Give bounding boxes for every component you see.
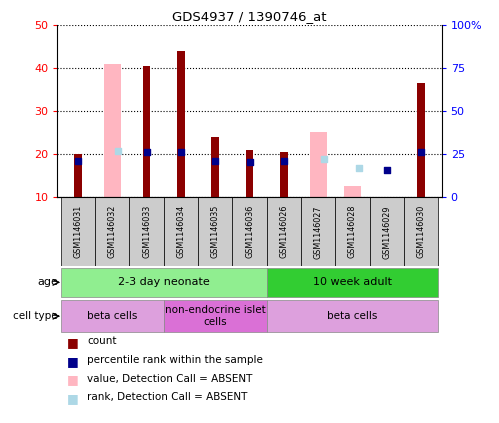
Bar (246, 150, 253, 197)
Text: ■: ■ (66, 336, 78, 349)
Bar (74, 154, 82, 197)
Bar (61, 197, 95, 266)
Bar (143, 66, 150, 197)
Text: ■: ■ (66, 392, 78, 405)
Text: cell type: cell type (13, 311, 58, 321)
Bar (417, 83, 425, 197)
Bar (95, 197, 129, 266)
Text: ■: ■ (66, 374, 78, 387)
Text: rank, Detection Call = ABSENT: rank, Detection Call = ABSENT (87, 392, 248, 402)
Text: percentile rank within the sample: percentile rank within the sample (87, 355, 263, 365)
Bar (61, 300, 164, 332)
Point (280, 157, 288, 164)
Bar (266, 197, 301, 266)
Point (355, 164, 363, 171)
Text: GSM1146032: GSM1146032 (108, 205, 117, 258)
Bar (198, 197, 233, 266)
Text: ■: ■ (66, 355, 78, 368)
Bar (233, 197, 266, 266)
Text: value, Detection Call = ABSENT: value, Detection Call = ABSENT (87, 374, 252, 384)
Text: GSM1146030: GSM1146030 (417, 205, 426, 258)
Point (383, 167, 391, 173)
Text: GSM1146033: GSM1146033 (142, 205, 151, 258)
Point (246, 159, 253, 166)
Text: GSM1146027: GSM1146027 (313, 205, 323, 258)
Text: beta cells: beta cells (87, 311, 137, 321)
Text: GSM1146035: GSM1146035 (211, 205, 220, 258)
Text: GSM1146028: GSM1146028 (348, 205, 357, 258)
Text: non-endocrine islet
cells: non-endocrine islet cells (165, 305, 265, 327)
Bar (212, 137, 219, 197)
Point (320, 156, 328, 162)
Text: GSM1146034: GSM1146034 (176, 205, 186, 258)
Bar (370, 197, 404, 266)
Bar (266, 300, 438, 332)
Bar (164, 197, 198, 266)
Text: GSM1146036: GSM1146036 (245, 205, 254, 258)
Text: age: age (37, 277, 58, 287)
Bar (280, 152, 287, 197)
Text: beta cells: beta cells (327, 311, 378, 321)
Bar (129, 197, 164, 266)
Bar (301, 197, 335, 266)
Bar (404, 197, 438, 266)
Bar (266, 268, 438, 297)
Point (114, 148, 122, 155)
Text: GSM1146029: GSM1146029 (382, 205, 391, 258)
Text: GSM1146026: GSM1146026 (279, 205, 288, 258)
Bar (177, 51, 185, 197)
Text: count: count (87, 336, 117, 346)
Bar (164, 300, 266, 332)
Point (417, 149, 425, 156)
Text: 2-3 day neonate: 2-3 day neonate (118, 277, 210, 287)
Point (74, 157, 82, 164)
Bar (309, 132, 327, 197)
Point (143, 149, 151, 156)
Point (211, 157, 219, 164)
Bar (104, 64, 121, 197)
Bar (335, 197, 370, 266)
Text: GSM1146031: GSM1146031 (73, 205, 82, 258)
Point (177, 149, 185, 156)
Title: GDS4937 / 1390746_at: GDS4937 / 1390746_at (172, 10, 327, 23)
Bar (344, 186, 361, 197)
Bar (61, 268, 266, 297)
Text: 10 week adult: 10 week adult (313, 277, 392, 287)
